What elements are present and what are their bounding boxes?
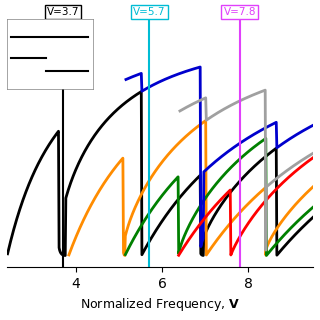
Text: V=5.7: V=5.7 bbox=[133, 7, 165, 17]
Text: V=7.8: V=7.8 bbox=[223, 7, 256, 17]
Text: V=3.7: V=3.7 bbox=[47, 7, 79, 17]
X-axis label: Normalized Frequency, $\mathbf{V}$: Normalized Frequency, $\mathbf{V}$ bbox=[80, 296, 240, 313]
